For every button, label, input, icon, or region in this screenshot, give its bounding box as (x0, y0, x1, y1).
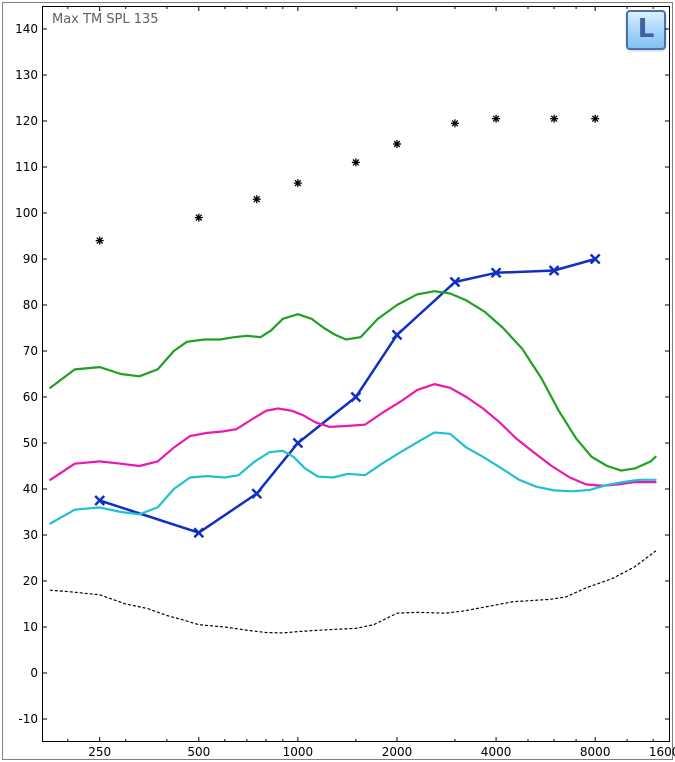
y-tick-label: 110 (4, 160, 38, 174)
y-tick-label: 10 (4, 620, 38, 634)
x-tick-label: 500 (187, 745, 210, 759)
y-tick-label: -10 (4, 712, 38, 726)
x-tick-label: 1000 (283, 745, 314, 759)
y-tick-label: 50 (4, 436, 38, 450)
y-tick-label: 40 (4, 482, 38, 496)
series-cyan-curve (50, 432, 655, 523)
series-threshold-dashed (50, 551, 655, 633)
series-blue-x-line (100, 259, 596, 533)
chart-svg (0, 0, 675, 762)
x-tick-label: 250 (88, 745, 111, 759)
y-tick-label: 90 (4, 252, 38, 266)
x-tick-label: 16000 (649, 745, 675, 759)
y-tick-label: 60 (4, 390, 38, 404)
y-tick-label: 70 (4, 344, 38, 358)
y-tick-label: 30 (4, 528, 38, 542)
series-green-curve (50, 291, 655, 470)
y-tick-label: 130 (4, 68, 38, 82)
y-tick-label: 140 (4, 22, 38, 36)
y-tick-label: 120 (4, 114, 38, 128)
y-tick-label: 80 (4, 298, 38, 312)
x-tick-label: 8000 (580, 745, 611, 759)
y-tick-label: 20 (4, 574, 38, 588)
x-tick-label: 2000 (382, 745, 413, 759)
y-tick-label: 0 (4, 666, 38, 680)
x-tick-label: 4000 (481, 745, 512, 759)
y-tick-label: 100 (4, 206, 38, 220)
